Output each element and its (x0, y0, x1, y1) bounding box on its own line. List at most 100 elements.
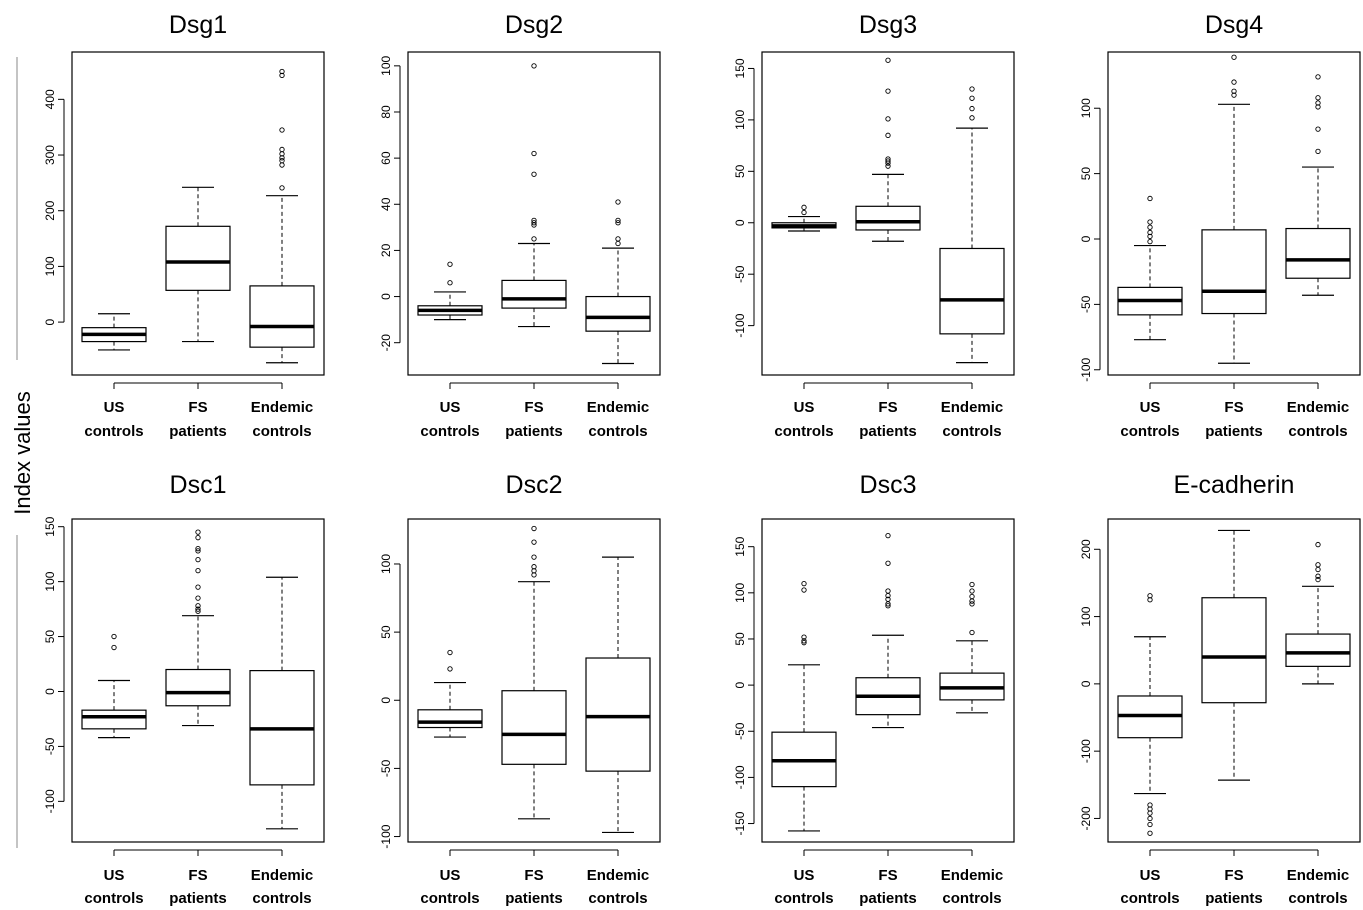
y-tick-label: 20 (379, 243, 393, 257)
outlier-point (885, 532, 891, 539)
outlier-point (447, 261, 453, 267)
outlier-point (885, 132, 891, 138)
chart-panel: Dsc3 -150 -100 -50 0 50 100 150 US controls FS pati… (733, 471, 1015, 907)
outlier-point (885, 588, 891, 594)
outlier-point (1315, 541, 1321, 548)
outlier-point (969, 581, 975, 588)
x-category-label: controls (420, 423, 479, 440)
outlier-point (1147, 233, 1153, 240)
y-tick-label: -20 (379, 334, 393, 352)
outlier-point (531, 554, 537, 560)
x-category-label: FS (878, 867, 897, 884)
x-category-label: patients (1205, 423, 1263, 440)
x-category-label: patients (169, 890, 227, 907)
x-category-label: controls (84, 423, 143, 440)
outlier-point (1231, 92, 1237, 98)
outlier-point (279, 127, 285, 133)
y-tick-label: 100 (1079, 98, 1093, 118)
y-axis-label: Index values (10, 391, 35, 515)
chart-panel: Dsg1 0 100 200 300 400 US controls FS patients End… (43, 11, 325, 440)
outlier-point (615, 217, 621, 224)
x-category-label: controls (84, 890, 143, 907)
iqr-box (1285, 633, 1351, 667)
y-tick-label: 0 (379, 697, 393, 704)
outlier-point (801, 634, 807, 640)
outlier-point (801, 640, 807, 646)
outlier-point (1315, 74, 1321, 80)
y-tick-label: 100 (733, 582, 747, 602)
y-tick-label: -100 (733, 765, 747, 789)
x-category-label: US (794, 399, 815, 416)
y-tick-label: 0 (733, 219, 747, 226)
y-tick-label: 0 (1079, 680, 1093, 687)
outlier-point (801, 638, 807, 644)
x-category-label: patients (505, 890, 563, 907)
outlier-point (279, 157, 285, 164)
outlier-point (1147, 224, 1153, 230)
outlier-point (885, 57, 891, 63)
x-category-label: controls (420, 890, 479, 907)
chart-panel: Dsc1 -100 -50 0 50 100 150 US controls FS patients… (43, 471, 325, 907)
x-category-label: US (1140, 399, 1161, 416)
x-category-label: Endemic (251, 867, 314, 884)
y-tick-label: 0 (43, 318, 57, 325)
outlier-point (885, 560, 891, 566)
y-tick-label: -100 (43, 789, 57, 813)
y-tick-label: 50 (733, 164, 747, 178)
outlier-point (1315, 573, 1321, 579)
iqr-box (165, 225, 231, 291)
outlier-point (615, 236, 621, 242)
outlier-point (279, 185, 285, 191)
iqr-box (81, 709, 147, 730)
outlier-point (885, 603, 891, 609)
x-category-label: Endemic (941, 399, 1004, 416)
iqr-box (1285, 227, 1351, 279)
outlier-point (531, 539, 537, 545)
x-category-label: Endemic (587, 399, 650, 416)
x-category-label: controls (1288, 890, 1347, 907)
outlier-point (195, 546, 201, 552)
outlier-point (969, 598, 975, 604)
outlier-point (447, 666, 453, 672)
y-tick-label: 100 (43, 571, 57, 591)
iqr-box (1201, 597, 1267, 704)
y-tick-label: 100 (379, 56, 393, 76)
iqr-box (585, 657, 651, 772)
outlier-point (279, 146, 285, 153)
plot-frame (71, 51, 325, 376)
outlier-point (615, 240, 621, 247)
y-tick-label: -200 (1079, 806, 1093, 830)
x-category-label: US (440, 399, 461, 416)
outlier-point (195, 603, 201, 609)
y-tick-label: 150 (43, 516, 57, 536)
outlier-point (195, 595, 201, 601)
plot-frame (761, 51, 1015, 376)
y-tick-label: -100 (1079, 739, 1093, 763)
y-tick-label: -50 (379, 759, 393, 777)
x-category-label: controls (252, 890, 311, 907)
outlier-point (531, 564, 537, 570)
outlier-point (615, 199, 621, 205)
outlier-point (801, 580, 807, 587)
plot-frame (71, 518, 325, 843)
x-category-label: controls (942, 890, 1001, 907)
outlier-point (615, 220, 621, 226)
y-tick-label: 150 (733, 536, 747, 556)
outlier-point (195, 556, 201, 563)
outlier-point (111, 644, 117, 651)
x-category-label: Endemic (251, 399, 314, 416)
outlier-point (885, 88, 891, 94)
x-category-label: FS (188, 867, 207, 884)
outlier-point (531, 220, 537, 226)
outlier-point (195, 608, 201, 614)
y-tick-label: 150 (733, 58, 747, 78)
y-tick-label: 100 (379, 554, 393, 574)
outlier-point (885, 596, 891, 602)
outlier-point (279, 155, 285, 161)
y-tick-label: 0 (733, 681, 747, 688)
outlier-point (447, 280, 453, 286)
outlier-point (531, 171, 537, 177)
y-tick-label: -100 (1079, 357, 1093, 381)
iqr-box (939, 247, 1005, 335)
